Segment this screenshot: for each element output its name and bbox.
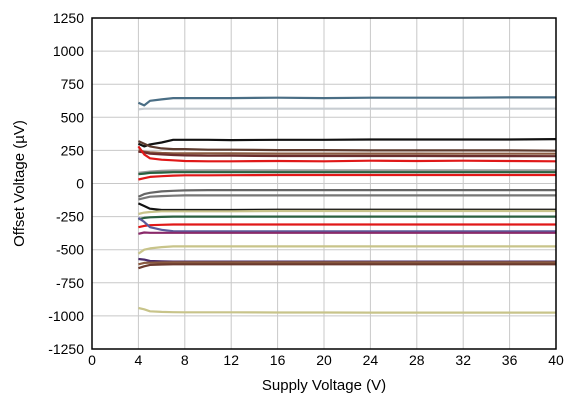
y-tick-label: 1250 [53,10,84,26]
series-line-7 [137,145,557,163]
series-line-13 [137,202,556,212]
x-tick-label: 12 [223,352,239,368]
y-axis-label: Offset Voltage (µV) [11,120,28,247]
x-tick-label: 24 [363,352,379,368]
series-line-2 [138,107,556,111]
series-line-12 [138,194,556,201]
x-tick-label: 20 [316,352,332,368]
y-tick-label: -1000 [48,308,84,324]
y-tick-label: -750 [56,275,84,291]
series-line-6 [138,150,557,158]
x-tick-label: 40 [548,352,564,368]
y-tick-label: 0 [76,176,84,192]
y-tick-label: 1000 [53,43,84,59]
series-line-11 [137,189,556,198]
x-tick-label: 4 [135,352,143,368]
y-tick-label: -500 [56,242,84,258]
tick-labels: 0 4 8 12 16 20 24 28 32 36 40 1250 1000 750 500 250 0 -25… [48,10,564,368]
series-line-4 [137,140,557,152]
series-line-14 [138,209,556,216]
y-tick-label: 750 [61,76,85,92]
series-line-8 [138,169,556,174]
series-line-22 [138,263,556,270]
x-axis-label: Supply Voltage (V) [262,377,386,394]
series-line-23 [138,306,556,314]
x-tick-label: 0 [88,352,96,368]
series-line-3 [137,138,557,148]
series-line-5 [138,149,556,155]
y-tick-label: -1250 [48,341,84,357]
series-line-16 [138,223,556,229]
x-tick-label: 36 [502,352,518,368]
series-line-1 [137,96,556,107]
series-line-17 [137,216,556,233]
y-tick-label: 250 [61,142,85,158]
x-tick-label: 32 [455,352,471,368]
series-line-21 [138,261,556,266]
series-line-18 [138,231,556,235]
series-line-9 [138,171,556,176]
x-tick-label: 16 [270,352,286,368]
y-tick-label: -250 [56,209,84,225]
x-tick-label: 8 [181,352,189,368]
series-line-15 [138,215,556,221]
series-line-19 [137,245,556,255]
x-tick-label: 28 [409,352,425,368]
series-lines [137,96,557,314]
y-tick-label: 500 [61,109,85,125]
plot-frame [91,17,557,350]
series-line-10 [138,173,556,181]
